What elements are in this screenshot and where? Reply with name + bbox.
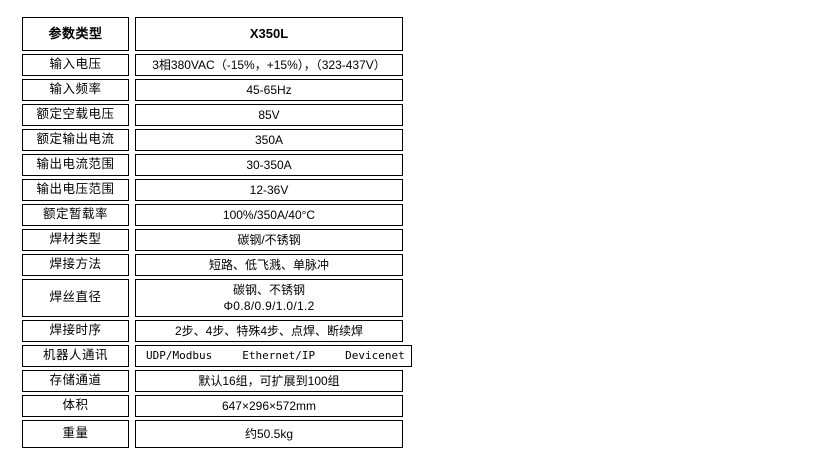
row-value-cell: 45-65Hz	[135, 79, 403, 101]
row-value-text: 约50.5kg	[244, 426, 294, 441]
row-label-cell: 焊接时序	[22, 320, 129, 342]
table-row: 焊材类型 碳钢/不锈钢	[22, 229, 403, 251]
row-value-cell: 约50.5kg	[135, 420, 403, 448]
row-label-text: 焊丝直径	[49, 290, 102, 305]
row-value-cell: 短路、低飞溅、单脉冲	[135, 254, 403, 276]
table-row: 输出电流范围 30-350A	[22, 154, 403, 176]
row-value-text: 2步、4步、特殊4步、点焊、断续焊	[174, 323, 364, 338]
row-label-cell: 重量	[22, 420, 129, 448]
row-label-text: 存储通道	[49, 373, 102, 388]
row-label-cell: 焊材类型	[22, 229, 129, 251]
row-label-cell: 存储通道	[22, 370, 129, 392]
row-value-text: 默认16组，可扩展到100组	[198, 373, 340, 388]
row-label-cell: 额定空载电压	[22, 104, 129, 126]
wire-size-text: Φ0.8/0.9/1.0/1.2	[223, 299, 315, 313]
spec-table: 参数类型 X350L 输入电压 3相380VAC（-15%，+15%），（323…	[22, 17, 412, 451]
table-row: 体积 647×296×572mm	[22, 395, 403, 417]
row-label-text: 体积	[62, 398, 89, 413]
row-label-text: 焊材类型	[49, 232, 102, 247]
row-value-cell: 2步、4步、特殊4步、点焊、断续焊	[135, 320, 403, 342]
row-value-cell: 3相380VAC（-15%，+15%），（323-437V）	[135, 54, 403, 76]
row-value-text: 45-65Hz	[246, 82, 292, 97]
protocol-list: UDP/Modbus Ethernet/IP Devicenet	[146, 349, 405, 363]
row-label-text: 额定输出电流	[36, 132, 115, 147]
row-value-cell: 85V	[135, 104, 403, 126]
wire-material-text: 碳钢、不锈钢	[232, 282, 305, 297]
row-label-text: 输出电压范围	[36, 182, 115, 197]
table-row: 输入电压 3相380VAC（-15%，+15%），（323-437V）	[22, 54, 403, 76]
table-row: 存储通道 默认16组，可扩展到100组	[22, 370, 403, 392]
table-row: 焊接方法 短路、低飞溅、单脉冲	[22, 254, 403, 276]
row-value-cell: UDP/Modbus Ethernet/IP Devicenet	[135, 345, 412, 367]
row-label-cell: 额定输出电流	[22, 129, 129, 151]
row-value-text: 350A	[254, 132, 284, 147]
wire-diameter-lines: 碳钢、不锈钢 Φ0.8/0.9/1.0/1.2	[223, 282, 314, 314]
row-label-cell: 焊接方法	[22, 254, 129, 276]
table-row-timing: 焊接时序 2步、4步、特殊4步、点焊、断续焊	[22, 320, 403, 342]
table-header-row: 参数类型 X350L	[22, 17, 403, 51]
row-value-cell: 647×296×572mm	[135, 395, 403, 417]
row-label-text: 额定暂载率	[42, 207, 108, 222]
table-row: 输出电压范围 12-36V	[22, 179, 403, 201]
row-value-cell: 碳钢、不锈钢 Φ0.8/0.9/1.0/1.2	[135, 279, 403, 317]
row-label-cell: 输入电压	[22, 54, 129, 76]
row-label-text: 焊接时序	[49, 323, 102, 338]
row-value-text: 85V	[258, 107, 280, 122]
row-value-cell: 350A	[135, 129, 403, 151]
table-row: 额定空载电压 85V	[22, 104, 403, 126]
header-model-text: X350L	[249, 25, 289, 41]
row-label-cell: 输入频率	[22, 79, 129, 101]
header-label-text: 参数类型	[48, 25, 103, 41]
protocol-item: Devicenet	[345, 349, 405, 363]
row-label-text: 机器人通讯	[42, 348, 108, 363]
row-label-text: 输入电压	[49, 57, 102, 72]
header-label-cell: 参数类型	[22, 17, 129, 51]
row-label-text: 输入频率	[49, 82, 102, 97]
protocol-item: Ethernet/IP	[242, 349, 316, 363]
row-label-cell: 额定暂载率	[22, 204, 129, 226]
row-value-cell: 碳钢/不锈钢	[135, 229, 403, 251]
row-value-text: 100%/350A/40°C	[222, 207, 316, 222]
row-value-cell: 30-350A	[135, 154, 403, 176]
header-model-cell: X350L	[135, 17, 403, 51]
protocol-item: UDP/Modbus	[146, 349, 213, 363]
row-value-text: 30-350A	[246, 157, 292, 172]
row-value-text: 12-36V	[249, 182, 289, 197]
table-row-weight: 重量 约50.5kg	[22, 420, 403, 448]
row-value-text: 647×296×572mm	[221, 398, 317, 413]
row-value-text: 碳钢/不锈钢	[237, 232, 301, 247]
row-label-text: 额定空载电压	[36, 107, 115, 122]
row-value-cell: 100%/350A/40°C	[135, 204, 403, 226]
row-label-cell: 焊丝直径	[22, 279, 129, 317]
table-row: 额定输出电流 350A	[22, 129, 403, 151]
row-value-text: 短路、低飞溅、单脉冲	[208, 257, 329, 272]
row-label-cell: 体积	[22, 395, 129, 417]
row-value-cell: 12-36V	[135, 179, 403, 201]
table-row-wire-diameter: 焊丝直径 碳钢、不锈钢 Φ0.8/0.9/1.0/1.2	[22, 279, 403, 317]
row-label-cell: 机器人通讯	[22, 345, 129, 367]
row-value-text: 3相380VAC（-15%，+15%），（323-437V）	[152, 57, 386, 72]
table-row: 额定暂载率 100%/350A/40°C	[22, 204, 403, 226]
row-label-text: 焊接方法	[49, 257, 102, 272]
row-label-cell: 输出电压范围	[22, 179, 129, 201]
row-value-cell: 默认16组，可扩展到100组	[135, 370, 403, 392]
table-row: 输入频率 45-65Hz	[22, 79, 403, 101]
table-row-robot-comm: 机器人通讯 UDP/Modbus Ethernet/IP Devicenet	[22, 345, 412, 367]
row-label-text: 输出电流范围	[36, 157, 115, 172]
row-label-cell: 输出电流范围	[22, 154, 129, 176]
row-label-text: 重量	[62, 426, 89, 441]
